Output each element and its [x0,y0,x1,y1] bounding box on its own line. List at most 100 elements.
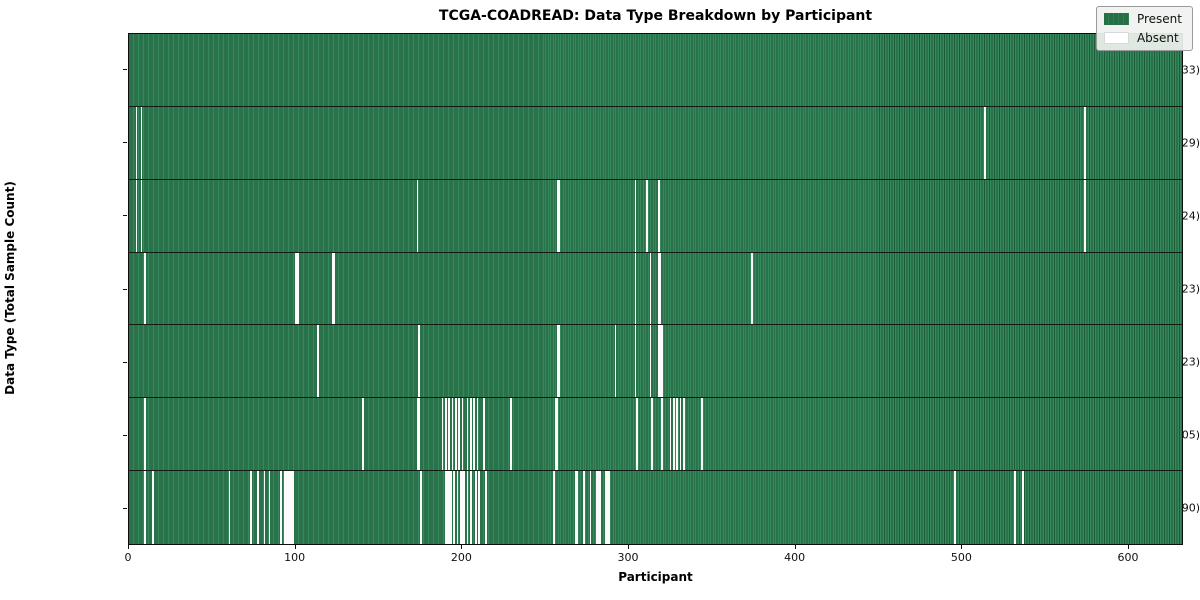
absent-mark [453,471,456,544]
absent-mark [466,471,469,544]
absent-mark [1083,179,1086,252]
absent-mark [445,471,447,544]
absent-mark [476,398,479,471]
absent-mark [268,471,271,544]
absent-mark [679,398,682,471]
absent-mark [250,471,253,544]
plot-area [128,33,1183,545]
absent-mark [470,471,472,544]
absent-mark [418,398,421,471]
absent-mark [458,398,461,471]
absent-mark [285,471,288,544]
absent-mark [448,471,451,544]
absent-mark [484,471,487,544]
absent-mark [672,398,675,471]
legend-swatch-present [1103,13,1129,25]
legend-item-absent: Absent [1103,31,1182,45]
y-tick [123,69,127,71]
absent-mark [228,471,231,544]
absent-mark [574,471,577,544]
absent-mark [143,471,146,544]
absent-mark [556,398,559,471]
absent-mark [558,179,560,252]
y-tick [123,215,127,217]
absent-mark [416,398,419,471]
absent-mark [608,471,610,544]
absent-mark [475,471,477,544]
presence-row-CN [129,179,1182,253]
x-tick-label-400: 400 [784,551,806,564]
legend-swatch-absent [1103,32,1129,44]
x-tick-label-200: 200 [450,551,472,564]
absent-mark [297,252,299,325]
absent-mark [463,471,466,544]
absent-mark [954,471,956,544]
absent-mark [659,325,662,398]
y-tick [123,361,127,363]
absent-mark [441,398,444,471]
absent-mark [614,325,617,398]
absent-mark [460,471,462,544]
absent-mark [596,471,599,544]
absent-mark [288,471,291,544]
absent-mark [598,471,600,544]
presence-row-MAF [129,471,1182,544]
absent-mark [604,471,607,544]
absent-mark [583,471,585,544]
x-tick-label-500: 500 [950,551,972,564]
x-tick [461,545,463,549]
absent-mark [649,325,652,398]
absent-mark [451,398,454,471]
presence-row-Clinical [129,106,1182,180]
absent-mark [554,398,557,471]
absent-mark [682,398,685,471]
absent-mark [461,471,464,544]
x-tick [628,545,629,549]
absent-mark [553,471,555,544]
presence-row-Methylation [129,325,1182,399]
x-tick [1128,545,1129,549]
absent-mark [420,471,422,544]
absent-mark [135,106,138,179]
absent-mark [1013,471,1016,544]
absent-mark [445,398,447,471]
y-tick [123,507,127,509]
absent-mark [140,106,143,179]
absent-mark [676,398,678,471]
absent-mark [290,471,293,544]
x-tick [294,545,296,549]
absent-mark [657,179,660,252]
absent-mark [418,325,421,398]
x-axis-label: Participant [618,570,693,584]
absent-mark [984,106,986,179]
absent-mark [751,252,753,325]
presence-row-BCR [129,34,1182,107]
absent-mark [473,398,475,471]
absent-mark [634,252,637,325]
absent-mark [257,471,259,544]
absent-mark [140,179,143,252]
absent-mark [661,398,663,471]
presence-row-mRNA [129,252,1182,326]
absent-mark [659,252,662,325]
absent-mark [331,252,334,325]
absent-mark [556,179,559,252]
legend: Present Absent [1095,6,1193,51]
x-tick-label-600: 600 [1117,551,1139,564]
absent-mark [1022,471,1024,544]
x-tick [128,545,129,549]
absent-mark [646,179,648,252]
absent-mark [416,179,419,252]
absent-mark [701,398,703,471]
absent-mark [280,471,283,544]
absent-mark [657,325,660,398]
absent-mark [599,471,602,544]
x-tick [794,545,796,549]
absent-mark [450,471,452,544]
absent-mark [448,398,451,471]
absent-mark [1083,106,1086,179]
absent-mark [143,398,146,471]
absent-mark [287,471,289,544]
absent-mark [556,325,559,398]
